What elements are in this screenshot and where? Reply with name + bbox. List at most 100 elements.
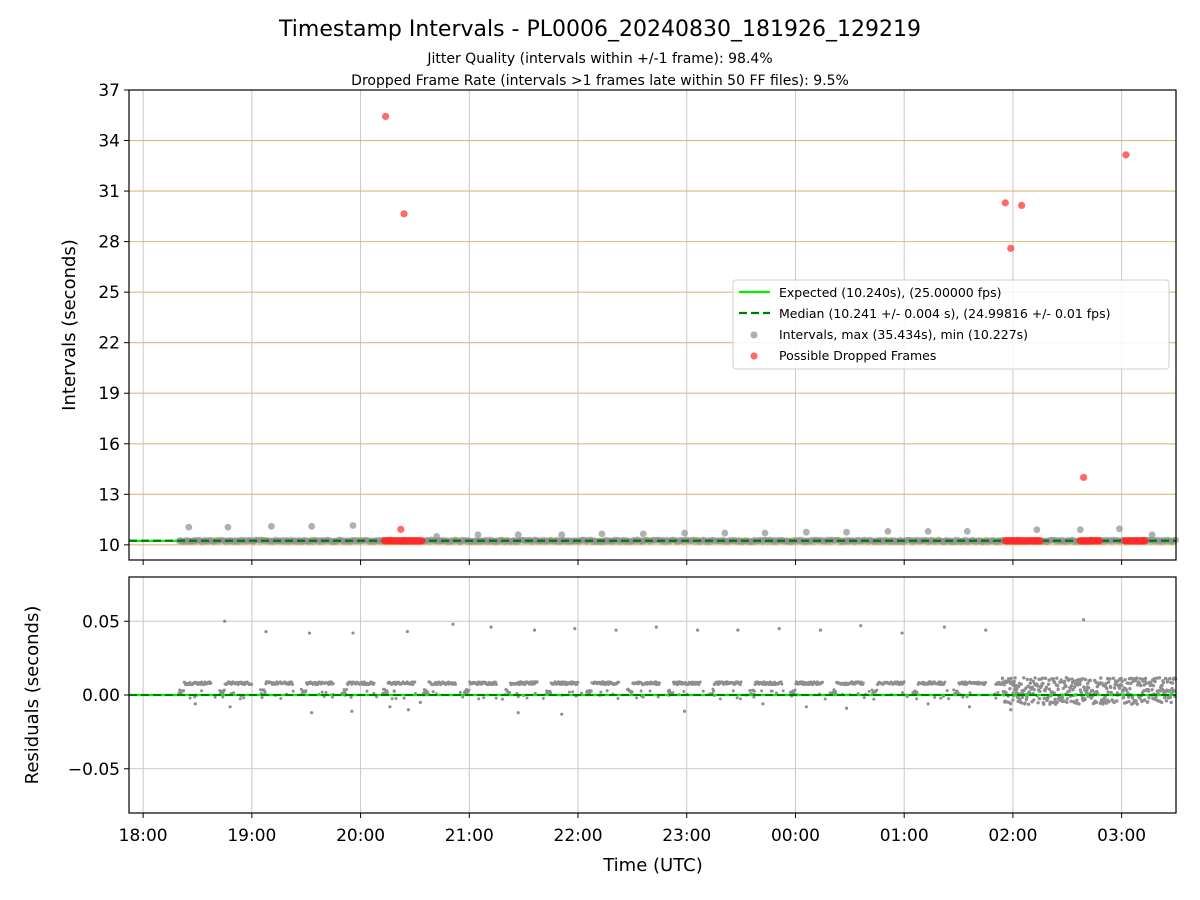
residual-outlier-point: [516, 711, 520, 715]
residual-point: [748, 689, 752, 693]
intervals-y-tick-label: 13: [98, 485, 120, 505]
residual-point: [291, 689, 295, 693]
intervals-y-tick-label: 31: [98, 182, 120, 202]
residual-point: [1127, 699, 1131, 704]
residual-point: [372, 681, 376, 685]
residual-point: [1016, 684, 1021, 689]
residual-point: [1032, 688, 1036, 692]
residual-point: [1107, 700, 1111, 704]
interval-point: [598, 530, 606, 538]
residual-point: [701, 689, 705, 693]
residual-point: [1025, 677, 1029, 682]
residual-point: [1120, 679, 1124, 684]
residual-point: [821, 680, 825, 684]
residual-point: [738, 697, 742, 701]
residual-point: [250, 682, 254, 686]
residual-point: [482, 696, 486, 700]
residual-point: [467, 688, 471, 692]
residual-outlier-point: [310, 711, 314, 715]
residual-point: [1028, 681, 1033, 685]
residual-point: [1146, 700, 1150, 704]
residual-outlier-point: [900, 631, 904, 635]
residual-outlier-point: [405, 629, 409, 634]
residual-point: [385, 690, 389, 694]
residual-outlier-point: [1009, 708, 1013, 712]
residual-point: [1067, 677, 1071, 682]
intervals-y-axis-label: Intervals (seconds): [59, 239, 80, 411]
interval-point: [474, 531, 482, 539]
residual-outlier-point: [614, 628, 618, 632]
residual-point: [291, 682, 295, 686]
residual-outlier-point: [761, 702, 765, 706]
residual-point: [1106, 690, 1110, 694]
residual-point: [871, 691, 875, 695]
residual-point: [1153, 679, 1157, 684]
residual-point: [1161, 680, 1166, 685]
residual-point: [1000, 676, 1005, 680]
residual-point: [1041, 681, 1045, 686]
residual-point: [541, 696, 545, 700]
residual-point: [605, 689, 609, 693]
residual-point: [193, 695, 197, 699]
residual-point: [1105, 686, 1109, 691]
residual-point: [1135, 676, 1139, 680]
residual-point: [1088, 678, 1093, 682]
jitter-quality-subtitle: Jitter Quality (intervals within +/-1 fr…: [426, 51, 772, 67]
residual-point: [1095, 684, 1099, 689]
residual-point: [392, 689, 396, 693]
intervals-y-tick-label: 34: [98, 132, 120, 152]
residual-point: [1126, 695, 1131, 699]
residual-point: [320, 690, 324, 694]
residual-point: [1043, 676, 1048, 681]
residual-point: [458, 690, 462, 694]
residual-point: [933, 696, 937, 700]
residual-point: [752, 695, 756, 699]
interval-point: [963, 527, 971, 535]
residual-point: [668, 688, 672, 692]
residual-point: [461, 695, 465, 699]
residual-point: [375, 695, 379, 699]
residual-point: [1022, 676, 1026, 680]
residual-outlier-point: [682, 709, 687, 713]
residual-point: [1164, 699, 1169, 703]
residual-point: [1029, 677, 1033, 682]
interval-point: [1033, 526, 1041, 534]
residual-outlier-point: [926, 702, 930, 706]
intervals-panel: 10 13 16 19 22 25 28 31 34 37 Intervals (seconds)…: [59, 81, 1180, 565]
residual-point: [238, 697, 242, 701]
residual-point: [617, 680, 621, 684]
residual-outlier-point: [406, 708, 411, 712]
residual-point: [1157, 676, 1162, 680]
residual-point: [1037, 697, 1042, 701]
residual-point: [1040, 676, 1045, 680]
residuals-y-tick-label: −0.05: [68, 760, 120, 780]
residual-point: [1119, 683, 1124, 688]
residual-point: [867, 689, 871, 693]
residual-point: [875, 688, 879, 692]
residual-point: [1134, 698, 1138, 703]
residual-point: [1160, 683, 1164, 688]
residuals-panel: 18:00 19:00 20:00 21:00 22:00 23:00 00:00 01:00…: [22, 576, 1178, 876]
residual-outlier-point: [844, 706, 849, 710]
residual-point: [774, 691, 778, 695]
residual-point: [1170, 686, 1174, 691]
residual-point: [221, 695, 225, 699]
residual-point: [1155, 676, 1159, 680]
residual-point: [1014, 690, 1019, 695]
residual-point: [1108, 677, 1112, 681]
residual-point: [671, 691, 675, 695]
residual-point: [222, 688, 226, 692]
residual-point: [242, 696, 246, 700]
residual-point: [901, 691, 905, 695]
residual-point: [1167, 689, 1172, 693]
residual-point: [1015, 695, 1020, 700]
residual-point: [331, 682, 335, 686]
residual-point: [862, 696, 866, 700]
residual-point: [589, 689, 593, 693]
interval-point: [349, 522, 357, 529]
residual-point: [1053, 697, 1057, 702]
residuals-y-axis-label: Residuals (seconds): [22, 606, 43, 785]
residual-point: [200, 689, 204, 693]
dropped-frame-point: [1141, 537, 1149, 545]
residual-point: [1008, 686, 1012, 691]
